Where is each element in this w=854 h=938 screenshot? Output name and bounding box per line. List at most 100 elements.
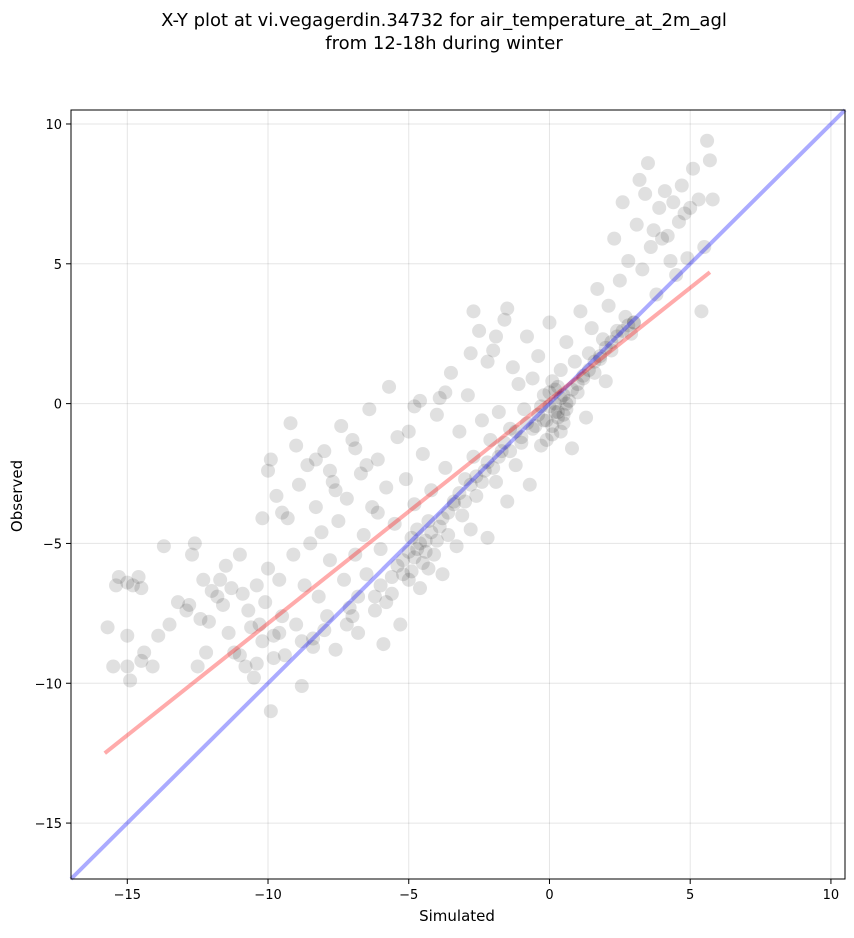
data-point (379, 480, 394, 495)
data-point (680, 251, 695, 266)
data-point (615, 323, 630, 338)
data-point (666, 195, 681, 210)
identity-line (69, 108, 847, 881)
data-point (449, 539, 464, 554)
data-point (452, 424, 467, 439)
data-point (691, 192, 706, 207)
data-point (275, 505, 290, 520)
data-point (269, 488, 284, 503)
data-point (500, 301, 515, 316)
data-point (337, 572, 352, 587)
data-point (263, 704, 278, 719)
y-tick-label: 10 (45, 118, 62, 133)
data-point (593, 351, 608, 366)
data-point (587, 365, 602, 380)
data-point (359, 458, 374, 473)
data-point (306, 631, 321, 646)
data-point (458, 472, 473, 487)
data-point (548, 405, 563, 420)
data-point (669, 267, 684, 282)
data-point (277, 648, 292, 663)
data-point (697, 240, 712, 255)
data-point (463, 477, 478, 492)
data-point (351, 589, 366, 604)
data-point (548, 382, 563, 397)
data-point (500, 494, 515, 509)
data-point (590, 281, 605, 296)
data-point (528, 418, 543, 433)
y-tick-label: 0 (54, 398, 62, 413)
data-point (407, 399, 422, 414)
data-point (401, 544, 416, 559)
y-axis-label: Observed (8, 460, 26, 532)
data-point (432, 519, 447, 534)
data-point (556, 407, 571, 422)
data-point (151, 628, 166, 643)
data-point (261, 561, 276, 576)
data-point (643, 240, 658, 255)
data-point (193, 611, 208, 626)
data-point (488, 329, 503, 344)
data-point (201, 614, 216, 629)
data-point (514, 430, 529, 445)
data-point (328, 642, 343, 657)
y-tick-label: −5 (43, 537, 62, 552)
data-point (255, 634, 270, 649)
data-point (525, 421, 540, 436)
data-point (120, 659, 135, 674)
data-point (564, 382, 579, 397)
data-point (491, 449, 506, 464)
data-point (272, 625, 287, 640)
data-point (455, 508, 470, 523)
data-point (432, 391, 447, 406)
data-point (367, 589, 382, 604)
data-point (466, 304, 481, 319)
data-point (407, 497, 422, 512)
data-point (466, 449, 481, 464)
data-point (131, 569, 146, 584)
data-point (576, 368, 591, 383)
data-point (626, 315, 641, 330)
data-point (404, 530, 419, 545)
data-point (308, 500, 323, 515)
data-point (429, 533, 444, 548)
data-point (584, 321, 599, 336)
data-point (503, 421, 518, 436)
data-point (550, 410, 565, 425)
data-point (508, 424, 523, 439)
data-point (342, 600, 357, 615)
data-point (182, 597, 197, 612)
data-point (339, 491, 354, 506)
data-point (663, 254, 678, 269)
data-point (438, 385, 453, 400)
data-point (435, 567, 450, 582)
data-point (435, 511, 450, 526)
data-point (328, 483, 343, 498)
data-point (581, 346, 596, 361)
data-point (221, 625, 236, 640)
data-point (261, 463, 276, 478)
data-point (683, 200, 698, 215)
data-point (503, 444, 518, 459)
x-axis-ticks: −15 −10 −5 0 5 10 (114, 879, 840, 903)
data-point (497, 435, 512, 450)
x-tick-label: 10 (823, 888, 840, 903)
data-point (649, 287, 664, 302)
data-point (488, 474, 503, 489)
data-point (460, 388, 475, 403)
data-point (646, 223, 661, 238)
data-point (671, 214, 686, 229)
data-point (170, 595, 185, 610)
fit-lines (69, 108, 847, 881)
data-point (514, 435, 529, 450)
data-point (474, 474, 489, 489)
data-point (367, 603, 382, 618)
data-point (550, 405, 565, 420)
data-point (427, 547, 442, 562)
data-point (539, 432, 554, 447)
data-point (401, 424, 416, 439)
data-point (424, 483, 439, 498)
y-tick-label: −15 (35, 817, 62, 832)
data-point (694, 304, 709, 319)
